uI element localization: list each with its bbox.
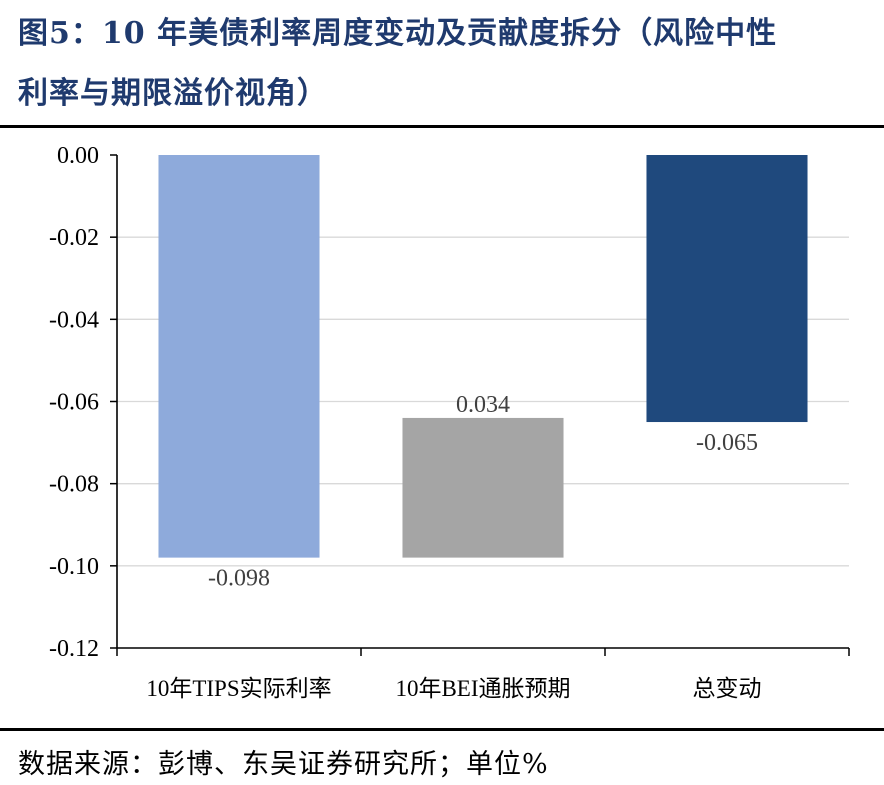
y-tick-label: -0.12 — [49, 636, 99, 662]
bar — [402, 417, 564, 558]
x-category-label: 10年BEI通胀预期 — [395, 676, 570, 701]
x-category-label: 10年TIPS实际利率 — [146, 676, 331, 701]
bar — [646, 155, 808, 423]
axes — [110, 154, 850, 656]
labels: 0.00 -0.02 -0.04 -0.06 -0.08 -0.10 -0.12 -0.098… — [49, 143, 762, 701]
y-tick-label: -0.08 — [49, 472, 99, 498]
x-category-label: 总变动 — [693, 676, 762, 701]
y-tick-label: -0.04 — [49, 307, 99, 333]
figure-title-line-2: 利率与期限溢价视角） — [18, 76, 328, 111]
y-tick-label: -0.02 — [49, 225, 99, 251]
bar — [158, 155, 320, 558]
data-label: 0.034 — [456, 392, 510, 418]
bars — [158, 155, 808, 558]
source-note: 数据来源：彭博、东吴证券研究所；单位% — [18, 749, 549, 780]
figure-title-line-1: 图5：10 年美债利率周度变动及贡献度拆分（风险中性 — [18, 16, 778, 51]
bottom-rule — [0, 728, 884, 731]
data-label: -0.065 — [696, 430, 758, 456]
y-tick-label: -0.06 — [49, 390, 99, 416]
y-tick-label: 0.00 — [57, 143, 99, 169]
top-rule — [0, 125, 884, 128]
y-tick-label: -0.10 — [49, 554, 99, 580]
data-label: -0.098 — [208, 566, 270, 592]
